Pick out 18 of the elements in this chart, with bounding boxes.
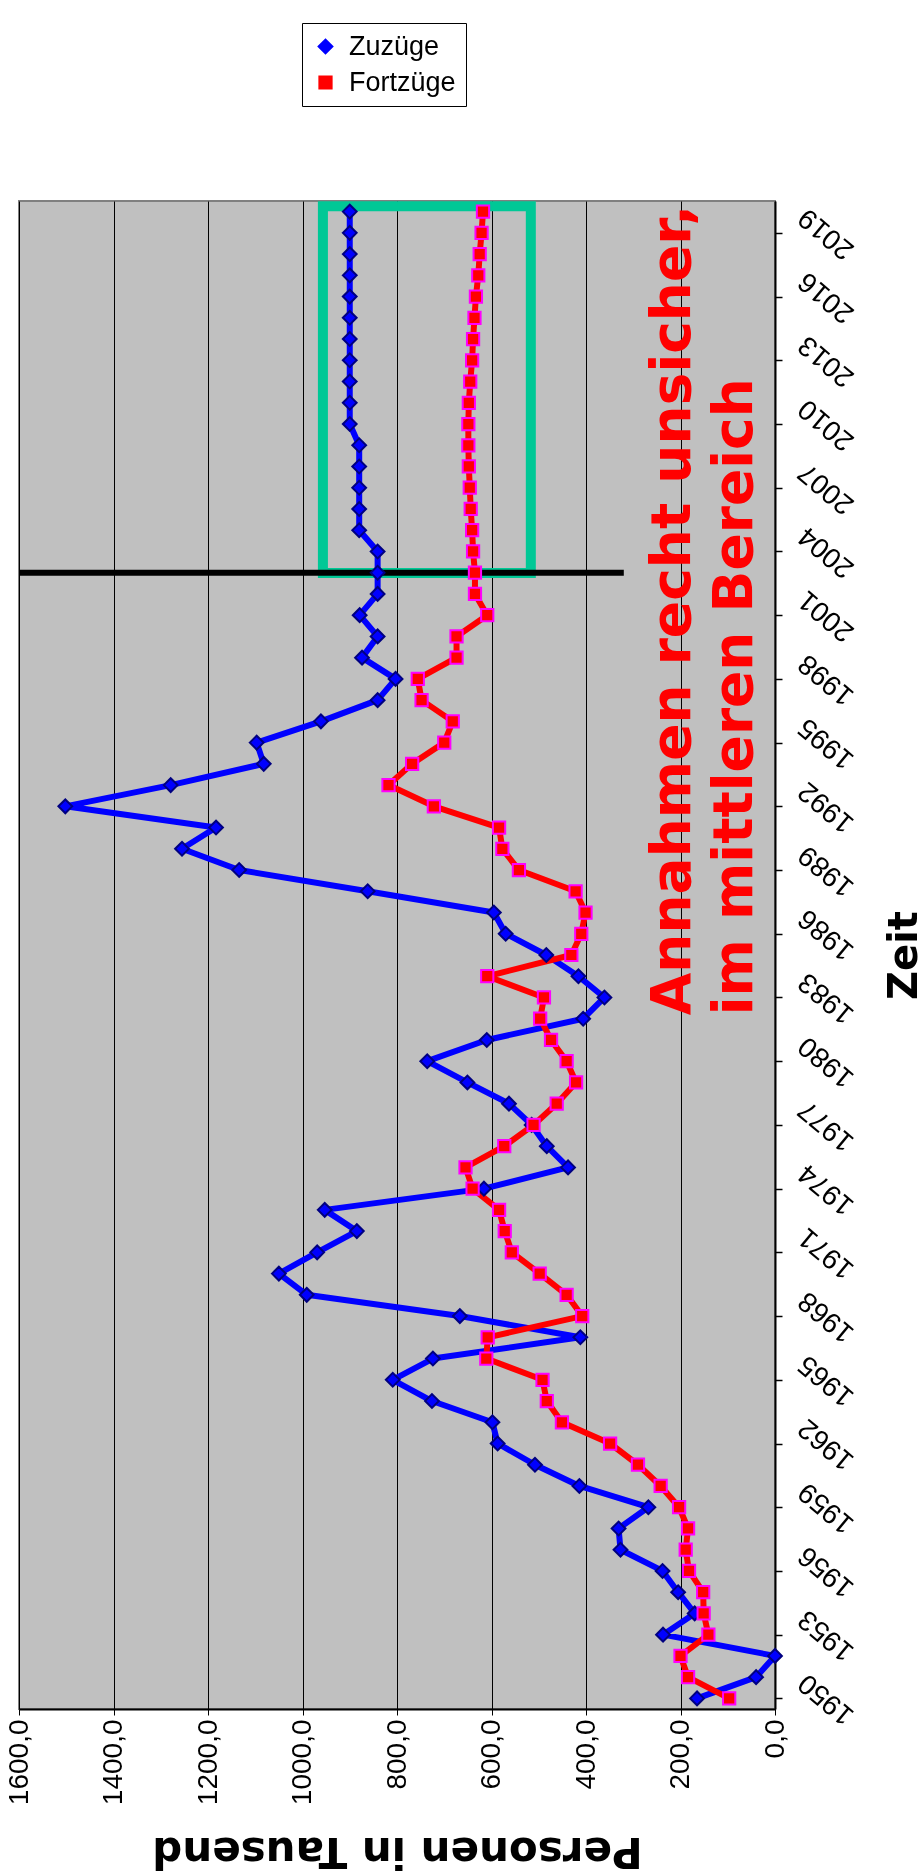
x-tick-label: 1600,0 xyxy=(2,1719,34,1806)
annotation: Annahmen recht unsicher, im mittleren Bereich xyxy=(638,204,765,1016)
x-axis-title: Personen in Tausend xyxy=(152,1827,643,1875)
y-axis-title: Zeit xyxy=(879,911,920,1000)
y-tick-label: 1959 xyxy=(791,1476,860,1541)
legend-label: Fortzüge xyxy=(349,66,456,97)
y-tick-label: 2007 xyxy=(791,457,860,522)
x-tick-label: 1000,0 xyxy=(286,1719,317,1806)
y-tick-label: 1989 xyxy=(791,839,860,904)
y-tick-label: 1977 xyxy=(791,1094,860,1159)
x-tick-label: 400,0 xyxy=(569,1719,601,1790)
x-tick-label: 200,0 xyxy=(664,1719,695,1790)
x-tick-label: 1200,0 xyxy=(191,1719,223,1806)
legend-label: Zuzüge xyxy=(349,30,440,61)
x-tick-label: 0,0 xyxy=(758,1719,790,1759)
x-tick-label: 800,0 xyxy=(380,1719,412,1790)
x-tick-label: 1400,0 xyxy=(97,1719,128,1806)
x-tick-label: 600,0 xyxy=(475,1719,506,1790)
